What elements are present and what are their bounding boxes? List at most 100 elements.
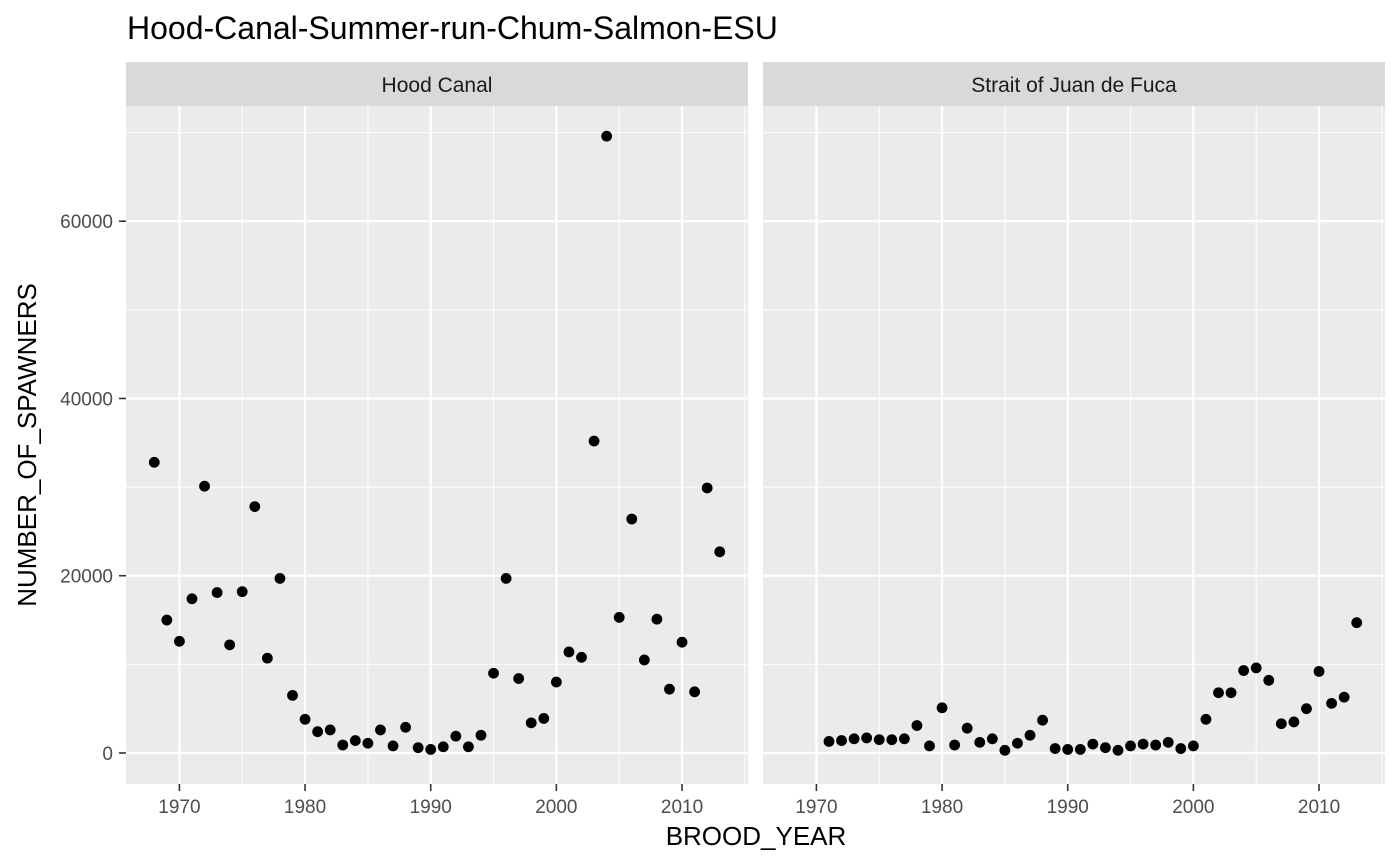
y-tick-label: 20000 (60, 567, 113, 588)
data-point (898, 733, 910, 745)
data-point (161, 614, 173, 626)
data-point (337, 739, 349, 751)
data-point (613, 611, 625, 623)
data-point (324, 724, 336, 736)
panel-gridlines (126, 106, 748, 784)
facet-strip-hood-canal (126, 62, 748, 106)
data-point (387, 740, 399, 752)
data-point (1125, 740, 1136, 752)
data-point (463, 741, 474, 753)
data-point (437, 741, 449, 753)
data-point (211, 587, 223, 598)
x-tick-label: 1970 (795, 797, 837, 818)
data-point (412, 742, 424, 754)
chart-title: Hood-Canal-Summer-run-Chum-Salmon-ESU (127, 10, 778, 46)
facet-panel-strait-of-juan-de-fuca: Strait of Juan de Fuca (763, 62, 1385, 784)
data-point (949, 739, 961, 751)
data-point (174, 635, 185, 647)
data-point (714, 546, 726, 558)
data-point (848, 733, 860, 745)
data-point (1288, 716, 1300, 728)
data-point (823, 736, 835, 747)
x-tick-label: 2010 (1298, 797, 1340, 818)
x-tick-label: 1980 (284, 797, 326, 818)
data-point (349, 735, 361, 746)
data-point (1351, 617, 1363, 629)
data-point (1074, 744, 1086, 755)
data-point (936, 702, 948, 714)
data-point (1313, 666, 1325, 677)
data-point (274, 572, 286, 584)
data-point (148, 456, 160, 468)
data-point (1049, 743, 1061, 754)
data-point (1200, 713, 1212, 725)
x-axis: 1970 1980 1990 2000 2010 1970 1980 1990 2000 2010 (158, 784, 1340, 818)
data-point (689, 686, 700, 698)
data-point (1162, 736, 1174, 748)
data-point (475, 729, 487, 741)
data-point (601, 130, 613, 142)
x-axis-title: BROOD_YEAR (666, 821, 847, 851)
data-point (224, 639, 236, 651)
data-point (425, 744, 437, 755)
data-point (1238, 665, 1250, 676)
data-point (375, 724, 386, 736)
data-point (287, 689, 298, 701)
data-point (1037, 714, 1048, 726)
data-point (576, 651, 587, 663)
data-point (836, 735, 847, 746)
data-point (199, 480, 210, 492)
data-point (1275, 718, 1287, 730)
data-point (999, 744, 1011, 756)
data-point (1100, 742, 1111, 754)
y-tick-label: 0 (102, 744, 113, 765)
panel-points (823, 617, 1363, 756)
data-point (911, 720, 923, 731)
data-point (1338, 691, 1350, 703)
data-point (450, 730, 462, 742)
x-tick-label: 2010 (661, 797, 703, 818)
data-point (1301, 703, 1312, 715)
x-tick-label: 1990 (410, 797, 452, 818)
facet-label-strait-of-juan-de-fuca: Strait of Juan de Fuca (971, 74, 1177, 97)
data-point (1187, 740, 1199, 752)
facet-strip-strait-of-juan-de-fuca (763, 62, 1385, 106)
data-point (513, 673, 525, 684)
data-point (312, 726, 324, 738)
panel-background (126, 106, 748, 784)
data-point (249, 501, 261, 512)
data-point (1250, 662, 1262, 674)
data-point (588, 435, 600, 447)
data-point (886, 734, 898, 746)
data-point (1012, 737, 1023, 749)
x-tick-label: 1970 (158, 797, 200, 818)
data-point (362, 737, 374, 749)
data-point (563, 646, 575, 658)
data-point (974, 736, 986, 748)
data-point (873, 734, 885, 746)
y-axis: 0 20000 40000 60000 (60, 212, 126, 765)
data-point (261, 652, 273, 664)
data-point (1225, 687, 1237, 699)
data-point (1024, 729, 1036, 741)
data-point (400, 721, 411, 733)
data-point (299, 713, 311, 725)
data-point (924, 740, 935, 752)
data-point (488, 667, 499, 679)
data-point (1137, 738, 1149, 750)
data-point (525, 717, 537, 729)
data-point (626, 513, 638, 525)
y-axis-title: NUMBER_OF_SPAWNERS (12, 283, 42, 607)
data-point (651, 613, 663, 625)
x-tick-label: 1980 (921, 797, 963, 818)
data-point (1175, 743, 1187, 754)
data-point (676, 636, 688, 648)
data-point (538, 713, 550, 724)
data-point (1112, 744, 1124, 756)
x-tick-label: 2000 (535, 797, 577, 818)
panel-points (148, 130, 726, 755)
x-tick-label: 2000 (1172, 797, 1214, 818)
data-point (1326, 697, 1337, 709)
data-point (1087, 738, 1099, 750)
